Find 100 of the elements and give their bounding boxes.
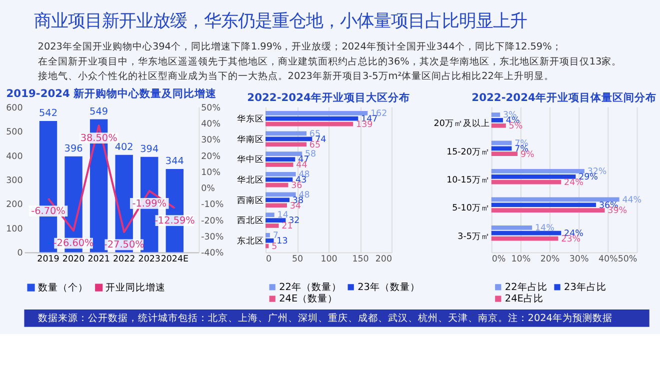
data-label: 5%: [508, 122, 523, 132]
bar: [266, 218, 286, 222]
y-tick-label: 西北区: [237, 215, 264, 226]
y2-tick-label: -20%: [201, 216, 224, 226]
chart-title: 2022-2024年开业项目体量区间分布: [472, 91, 656, 104]
data-label: -1.99%: [132, 198, 167, 210]
legend-label: 24E（数量）: [279, 294, 338, 305]
y-tick-label: 15-20万㎡: [446, 147, 490, 158]
x-tick-label: 50%: [618, 254, 638, 264]
bar: [266, 224, 279, 228]
y-tick-label: 华东区: [237, 114, 264, 125]
source-note: 数据来源：公开数据，统计城市包括：北京、上海、广州、深圳、重庆、成都、武汉、杭州、天津、南京。注：2024年为预测数据: [38, 312, 612, 324]
y2-tick-label: 10%: [201, 168, 220, 178]
y-tick-label: 华北区: [237, 174, 264, 186]
bar: [266, 136, 312, 142]
y-tick-label: 400: [6, 152, 23, 162]
data-label: 13: [276, 236, 288, 247]
y-tick-label: 西南区: [237, 194, 264, 206]
data-label: 24%: [564, 178, 584, 188]
bar: [266, 116, 358, 121]
y-tick-label: 东北区: [237, 236, 264, 247]
data-label: 402: [114, 142, 134, 154]
y2-tick-label: 0%: [201, 184, 215, 194]
bar: [266, 192, 296, 197]
y-tick-label: 华中区: [237, 154, 264, 166]
bar: [266, 212, 274, 217]
x-tick-label: 2024E: [160, 254, 189, 264]
y2-tick-label: -10%: [201, 200, 224, 210]
bar: [266, 152, 302, 156]
data-label: 396: [64, 143, 83, 154]
y-tick-label: 华南区: [237, 134, 264, 145]
x-tick-label: 2019: [37, 254, 60, 264]
data-label: -6.70%: [31, 206, 66, 218]
data-label: 394: [140, 144, 159, 155]
bar: [266, 232, 270, 238]
y-tick-label: 100: [6, 224, 23, 234]
bar: [266, 162, 294, 167]
bar: [266, 142, 306, 147]
legend-label: 24E占比: [504, 292, 544, 305]
data-label: 21: [282, 222, 293, 232]
y-tick-label: 3-5万㎡: [458, 232, 490, 242]
x-tick-label: 0%: [492, 254, 506, 264]
chart-title: 2022-2024年开业项目大区分布: [247, 91, 410, 104]
x-tick-label: 2020: [62, 254, 85, 264]
x-tick-label: 40%: [598, 254, 618, 264]
data-label: 139: [356, 120, 373, 130]
data-label: 344: [165, 156, 184, 168]
x-tick-label: 0: [266, 254, 272, 264]
chart-title: 2019-2024 新开购物中心数量及同比增速: [6, 87, 218, 100]
legend-label: 22年（数量）: [279, 281, 342, 294]
x-tick-label: 200: [375, 254, 392, 264]
y2-tick-label: 50%: [201, 103, 220, 114]
y-tick-label: 500: [6, 128, 23, 138]
legend-label: 22年占比: [504, 281, 548, 294]
x-tick-label: 150: [352, 254, 369, 264]
bar: [266, 157, 296, 162]
data-label: 39%: [608, 206, 628, 216]
x-tick-label: 20%: [540, 254, 560, 264]
x-tick-label: 2023: [138, 254, 160, 264]
data-label: 44%: [622, 195, 642, 206]
legend-label: 数量（个）: [38, 281, 88, 294]
y-tick-label: 20万㎡及以上: [434, 118, 490, 130]
data-label: 7: [272, 231, 278, 242]
data-label: 38.50%: [80, 132, 118, 144]
y-tick-label: 300: [6, 176, 23, 186]
legend-label: 23年（数量）: [358, 281, 420, 294]
data-label: 549: [90, 106, 108, 118]
x-tick-label: 50: [292, 254, 304, 264]
legend-label: 开业同比增速: [106, 281, 166, 294]
bar: [266, 182, 288, 188]
data-label: 5: [272, 242, 278, 252]
y2-tick-label: -30%: [201, 232, 224, 243]
bar: [266, 177, 293, 182]
data-label: 14%: [534, 224, 554, 234]
bar: [266, 238, 274, 243]
x-tick-label: 10%: [511, 254, 531, 264]
text: 在全国新开业项目中，华东地区遥遥领先于其他地区，商业建筑面积约占总比的36%，其次是华南地区，东北地区新开项目仅13家。: [38, 55, 622, 68]
data-label: 14: [277, 210, 289, 221]
bar: [266, 203, 287, 208]
legend-label: 23年占比: [564, 281, 606, 294]
y2-tick-label: -40%: [201, 248, 224, 259]
x-tick-label: 2022: [112, 254, 136, 264]
text: 商业项目新开业放缓，华东仍是重仓地，小体量项目占比明显上升: [34, 11, 527, 32]
data-label: 65: [309, 140, 321, 150]
y-tick-label: 10-15万㎡: [446, 176, 490, 186]
bar: [266, 122, 354, 126]
data-label: 9%: [520, 150, 534, 160]
data-label: 542: [38, 108, 58, 120]
y2-tick-label: 30%: [201, 136, 220, 146]
bar: [266, 131, 306, 136]
data-label: 44: [296, 160, 308, 171]
y-tick-label: 5-10万㎡: [452, 204, 490, 214]
y-tick-label: 200: [6, 200, 23, 210]
y2-tick-label: 20%: [201, 152, 220, 162]
bar: [266, 172, 296, 176]
x-tick-label: 30%: [569, 254, 589, 264]
bar: [266, 110, 368, 116]
x-tick-label: 100: [320, 254, 338, 264]
x-tick-label: 2021: [88, 254, 110, 264]
text: 接地气、小众个性化的社区型商业成为当下的一大热点。2023年新开项目3-5万m²体量区间占比相比22年上升明显。: [38, 70, 554, 82]
